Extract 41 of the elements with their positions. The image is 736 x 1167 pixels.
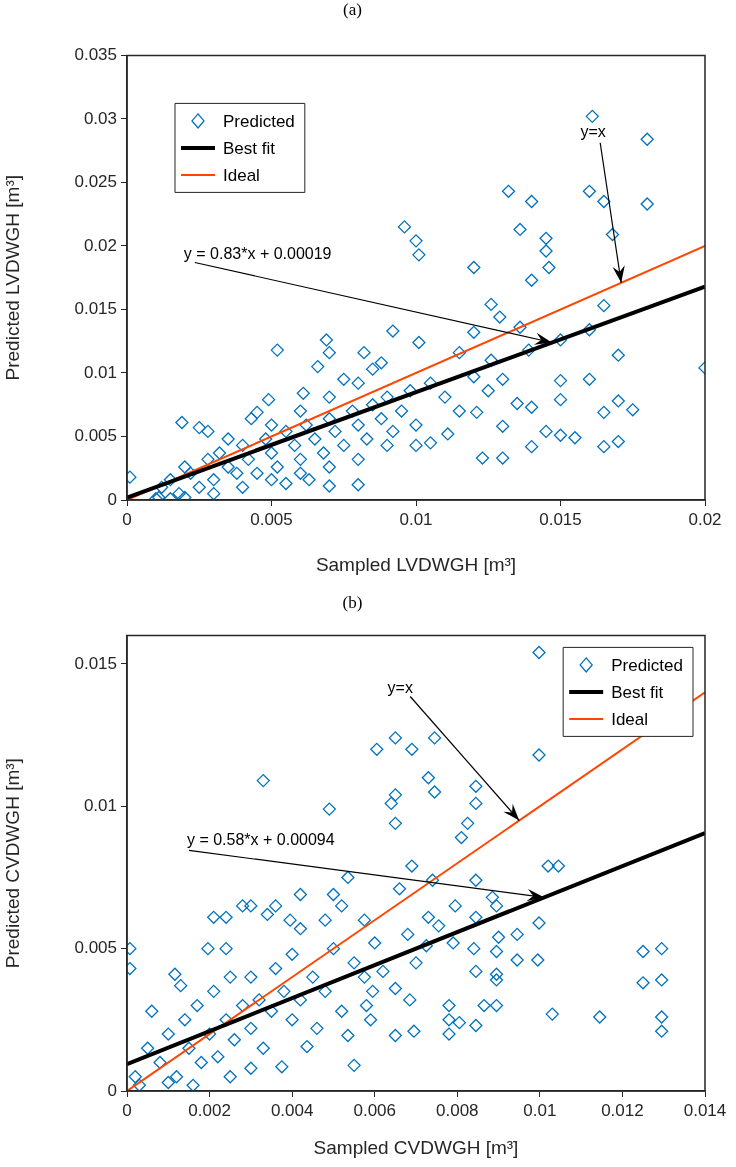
- x-tick-label: 0: [122, 1100, 132, 1120]
- x-tick-label: 0.01: [523, 1100, 557, 1120]
- legend-label: Predicted: [611, 655, 684, 675]
- x-tick-label: 0.006: [353, 1100, 396, 1120]
- annotation: y = 0.83*x + 0.00019: [183, 245, 332, 263]
- y-tick-label: 0.035: [74, 45, 117, 65]
- x-tick-label: 0.012: [601, 1100, 644, 1120]
- y-axis-title: Predicted LVDWGH [m³]: [1, 174, 23, 381]
- chart-title: (a): [343, 0, 362, 19]
- annotation: y = 0.58*x + 0.00094: [186, 831, 335, 849]
- chart-title: (b): [342, 592, 363, 612]
- y-tick-label: 0.01: [83, 362, 117, 382]
- annotation: y=x: [387, 679, 413, 697]
- y-tick-label: 0.01: [83, 795, 117, 815]
- legend-label: Best fit: [223, 138, 276, 158]
- y-tick-label: 0: [107, 1080, 117, 1100]
- legend-label: Predicted: [223, 111, 295, 131]
- x-tick-label: 0.01: [399, 509, 433, 529]
- legend-label: Ideal: [611, 709, 649, 729]
- y-axis-title: Predicted CVDWGH [m³]: [1, 758, 23, 969]
- y-tick-label: 0.025: [74, 172, 117, 192]
- x-tick-label: 0: [122, 509, 132, 529]
- y-tick-label: 0.005: [74, 938, 117, 958]
- x-tick-label: 0.015: [539, 509, 582, 529]
- x-tick-label: 0.008: [436, 1100, 479, 1120]
- x-tick-label: 0.014: [683, 1100, 727, 1120]
- y-tick-label: 0.015: [74, 653, 117, 673]
- annotation: y=x: [580, 122, 606, 140]
- legend-label: Ideal: [223, 165, 260, 185]
- y-tick-label: 0.03: [83, 108, 117, 128]
- y-tick-label: 0.005: [74, 426, 117, 446]
- y-tick-label: 0: [107, 489, 117, 509]
- x-axis-title: Sampled CVDWGH [m³]: [313, 1136, 519, 1158]
- y-tick-label: 0.015: [74, 299, 117, 319]
- legend-label: Best fit: [611, 682, 664, 702]
- x-tick-label: 0.005: [250, 509, 293, 529]
- x-tick-label: 0.002: [188, 1100, 231, 1120]
- x-tick-label: 0.02: [688, 509, 722, 529]
- x-tick-label: 0.004: [270, 1100, 314, 1120]
- x-axis-title: Sampled LVDWGH [m³]: [315, 553, 517, 575]
- y-tick-label: 0.02: [83, 235, 117, 255]
